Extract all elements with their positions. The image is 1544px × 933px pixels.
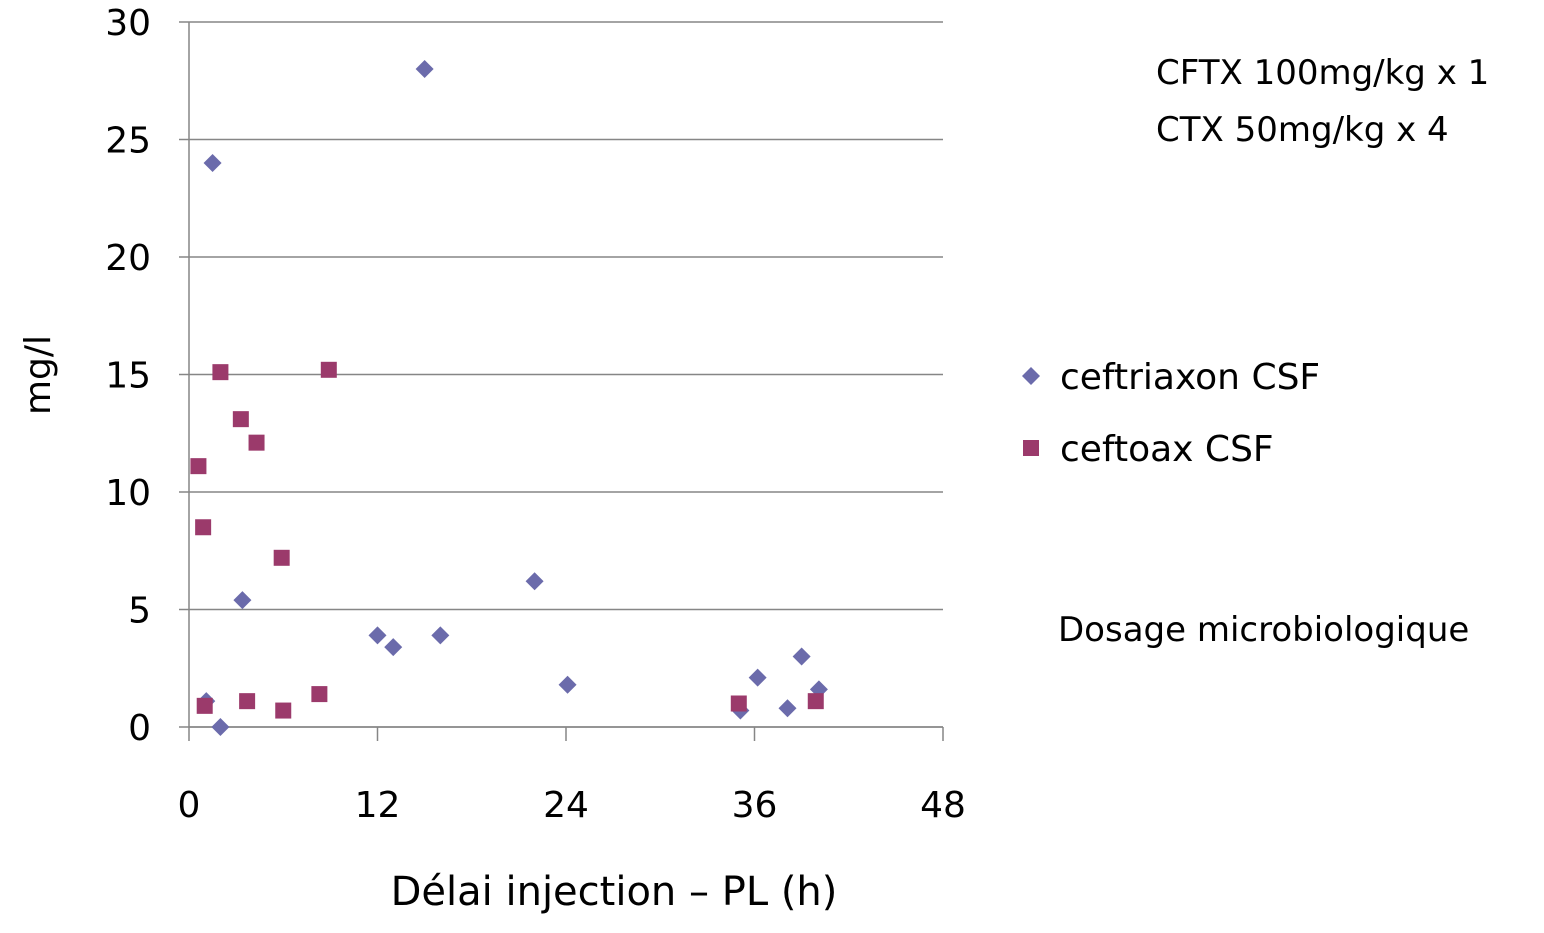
legend-label: ceftriaxon CSF <box>1060 357 1320 398</box>
data-point <box>233 591 252 610</box>
data-point <box>212 364 229 381</box>
y-tick-label: 10 <box>105 473 151 514</box>
y-axis-label: mg/l <box>18 335 59 415</box>
x-tick-label: 12 <box>355 785 401 826</box>
data-point <box>368 626 387 645</box>
x-axis-label: Délai injection – PL (h) <box>391 869 838 915</box>
y-tick-label: 25 <box>105 121 151 162</box>
data-point <box>203 154 222 172</box>
data-point <box>558 675 577 694</box>
data-point <box>415 60 434 78</box>
data-point <box>792 647 811 666</box>
data-point <box>730 695 747 712</box>
y-tick-label: 0 <box>128 708 151 749</box>
data-point <box>211 718 230 736</box>
legend-marker <box>1022 367 1040 385</box>
data-point <box>384 638 403 657</box>
data-point <box>525 572 544 591</box>
y-tick-label: 5 <box>128 591 151 632</box>
data-point <box>311 686 328 703</box>
data-point <box>195 519 212 536</box>
data-point <box>778 699 797 718</box>
y-tick-label: 15 <box>105 356 151 397</box>
y-tick-label: 30 <box>105 3 151 44</box>
data-point <box>320 361 337 378</box>
x-tick-label: 36 <box>732 785 778 826</box>
data-point <box>748 668 767 687</box>
annotation: CTX 50mg/kg x 4 <box>1156 110 1449 150</box>
data-point <box>232 411 249 428</box>
y-tick-label: 20 <box>105 238 151 279</box>
data-point <box>196 697 213 714</box>
legend-marker <box>1023 440 1039 456</box>
annotation: Dosage microbiologique <box>1058 610 1469 650</box>
x-tick-label: 0 <box>178 785 201 826</box>
data-point <box>273 549 290 566</box>
x-tick-label: 24 <box>543 785 589 826</box>
data-point <box>190 458 207 475</box>
annotation: CFTX 100mg/kg x 1 <box>1156 53 1489 93</box>
data-point <box>239 693 256 710</box>
data-point <box>248 434 265 451</box>
data-point <box>275 702 292 719</box>
data-point <box>807 693 824 710</box>
legend-label: ceftoax CSF <box>1060 429 1274 470</box>
x-tick-label: 48 <box>920 785 966 826</box>
data-point <box>431 626 450 645</box>
